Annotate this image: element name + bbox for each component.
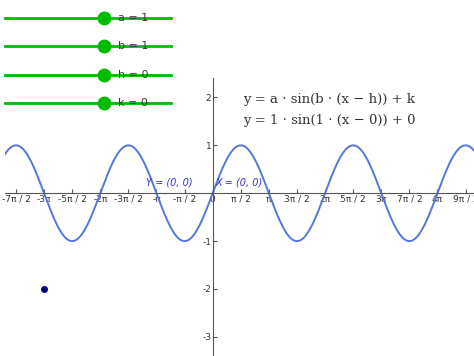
Text: b = 1: b = 1 xyxy=(118,41,149,51)
Text: Y = (0, 0): Y = (0, 0) xyxy=(146,178,193,188)
Text: y = a · sin(b · (x − h)) + k: y = a · sin(b · (x − h)) + k xyxy=(244,93,416,106)
Text: h = 0: h = 0 xyxy=(118,70,149,80)
Text: a = 1: a = 1 xyxy=(118,13,149,23)
Text: X = (0, 0): X = (0, 0) xyxy=(216,178,263,188)
Text: y = 1 · sin(1 · (x − 0)) + 0: y = 1 · sin(1 · (x − 0)) + 0 xyxy=(244,114,416,127)
Text: k = 0: k = 0 xyxy=(118,98,148,108)
